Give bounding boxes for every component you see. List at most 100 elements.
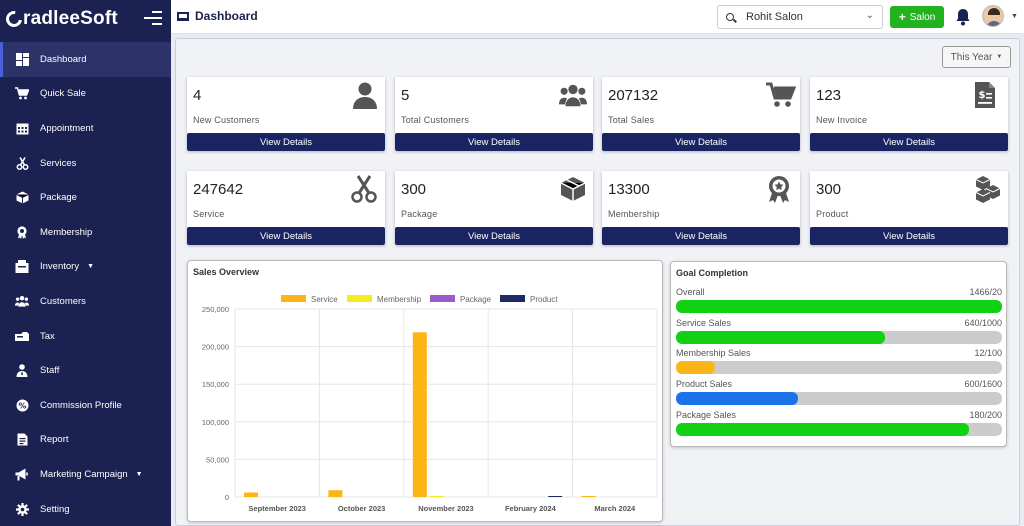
goal-progress-fill: [676, 330, 885, 344]
menu-toggle-icon[interactable]: [144, 11, 162, 25]
users-icon: [559, 81, 587, 109]
legend-label-product: Product: [530, 295, 558, 304]
app-logo[interactable]: radleeSoft: [0, 0, 171, 38]
x-tick-label: March 2024: [594, 504, 636, 513]
report-icon: [15, 433, 29, 447]
stat-card-total-sales: 207132 Total Sales View Details: [602, 77, 800, 151]
view-details-button[interactable]: View Details: [602, 133, 800, 151]
logo-text: radleeSoft: [23, 8, 118, 29]
sidebar-item-setting[interactable]: Setting: [0, 492, 171, 526]
sidebar-item-label: Quick Sale: [40, 88, 86, 100]
legend-label-membership: Membership: [377, 295, 422, 304]
stat-label: Total Customers: [401, 115, 470, 125]
goal-completion-panel: Goal Completion Overall 1466/20 Service Sa…: [670, 261, 1007, 447]
goal-value: 600/1600: [964, 379, 1002, 390]
goal-value: 12/100: [974, 348, 1002, 359]
goal-membership-sales: Membership Sales 12/100: [676, 348, 1002, 375]
x-tick-label: October 2023: [338, 504, 386, 513]
calendar-icon: [15, 121, 29, 135]
monitor-icon: [177, 11, 189, 21]
caret-down-icon[interactable]: ▼: [1011, 13, 1018, 20]
view-details-button[interactable]: View Details: [810, 227, 1008, 245]
goal-label: Overall: [676, 287, 705, 297]
stat-value: 123: [816, 87, 842, 104]
legend-swatch-membership: [347, 295, 372, 302]
sidebar-item-appointment[interactable]: Appointment: [0, 111, 171, 146]
gear-icon: [15, 502, 29, 516]
stat-value: 5: [401, 87, 410, 104]
cart-icon: [766, 81, 797, 109]
view-details-button[interactable]: View Details: [395, 133, 593, 151]
stat-label: New Invoice: [816, 115, 868, 125]
add-salon-button[interactable]: + Salon: [890, 6, 944, 28]
sidebar-nav: Dashboard Quick Sale Appointment Services Pa…: [0, 42, 171, 526]
sidebar-item-quick-sale[interactable]: Quick Sale: [0, 77, 171, 112]
sales-overview-chart: Service Membership Package Product 0 50,000 10…: [202, 295, 658, 513]
goal-progress-bar: [676, 361, 1002, 375]
sidebar-item-inventory[interactable]: Inventory ▼: [0, 250, 171, 285]
bar-product: [548, 496, 563, 497]
goal-progress-fill: [676, 392, 799, 406]
legend-label-service: Service: [311, 295, 338, 304]
view-details-button[interactable]: View Details: [187, 133, 385, 151]
sidebar-item-report[interactable]: Report: [0, 423, 171, 458]
award-icon: [766, 175, 794, 203]
y-tick-label: 100,000: [202, 418, 229, 427]
stat-card-new-customers: 4 New Customers View Details: [187, 77, 385, 151]
sidebar-item-services[interactable]: Services: [0, 146, 171, 181]
cubes-icon: [974, 175, 1002, 203]
sidebar-item-label: Package: [40, 192, 77, 204]
y-tick-label: 250,000: [202, 305, 229, 314]
y-tick-label: 150,000: [202, 380, 229, 389]
user-avatar[interactable]: [982, 5, 1004, 27]
goal-package-sales: Package Sales 180/200: [676, 410, 1002, 436]
bell-icon[interactable]: [955, 8, 971, 26]
view-details-button[interactable]: View Details: [395, 227, 593, 245]
x-tick-label: September 2023: [248, 504, 306, 513]
search-icon: [726, 13, 734, 21]
cart-icon: [15, 87, 29, 101]
stat-label: Total Sales: [608, 115, 655, 125]
stat-label: Product: [816, 209, 849, 219]
view-details-button[interactable]: View Details: [810, 133, 1008, 151]
sidebar-item-package[interactable]: Package: [0, 180, 171, 215]
sidebar-item-label: Setting: [40, 503, 70, 515]
sidebar-item-label: Dashboard: [40, 53, 87, 65]
goal-value: 1466/20: [969, 287, 1002, 297]
goal-progress-fill: [676, 422, 970, 436]
stat-card-membership: 13300 Membership View Details: [602, 171, 800, 245]
sidebar-item-staff[interactable]: Staff: [0, 353, 171, 388]
goal-progress-bar: [676, 422, 1002, 436]
view-details-button[interactable]: View Details: [602, 227, 800, 245]
stat-value: 300: [816, 181, 842, 198]
sidebar-item-tax[interactable]: Tax: [0, 319, 171, 354]
stat-label: Membership: [608, 209, 660, 219]
plus-icon: +: [898, 10, 906, 24]
goal-value: 180/200: [969, 409, 1002, 420]
sidebar-item-label: Customers: [40, 295, 86, 307]
goal-value: 640/1000: [964, 317, 1002, 328]
goal-progress-bar: [676, 300, 1002, 313]
stat-card-service: 247642 Service View Details: [187, 171, 385, 245]
dashboard-icon: [15, 52, 29, 66]
sidebar-item-customers[interactable]: Customers: [0, 284, 171, 319]
caret-down-icon: ▼: [87, 263, 95, 271]
period-dropdown-value: This Year: [950, 51, 993, 63]
sidebar-item-label: Membership: [40, 226, 93, 238]
x-tick-label: February 2024: [505, 504, 557, 513]
view-details-button[interactable]: View Details: [187, 227, 385, 245]
goal-label: Membership Sales: [676, 348, 751, 359]
stat-card-product: 300 Product View Details: [810, 171, 1008, 245]
salon-select[interactable]: Rohit Salon ⌄: [717, 5, 883, 29]
period-dropdown[interactable]: This Year ▼: [942, 46, 1011, 68]
invoice-icon: $: [974, 81, 1002, 109]
goal-label: Service Sales: [676, 317, 732, 328]
sidebar-item-marketing-campaign[interactable]: Marketing Campaign ▼: [0, 457, 171, 492]
sidebar-item-dashboard[interactable]: Dashboard: [0, 42, 171, 77]
stat-value: 13300: [608, 181, 650, 198]
sidebar-item-membership[interactable]: Membership: [0, 215, 171, 250]
sidebar-item-label: Staff: [40, 365, 60, 377]
svg-text:%: %: [18, 401, 26, 410]
goal-service-sales: Service Sales 640/1000: [676, 318, 1002, 344]
sidebar-item-commission-profile[interactable]: % Commission Profile: [0, 388, 171, 423]
